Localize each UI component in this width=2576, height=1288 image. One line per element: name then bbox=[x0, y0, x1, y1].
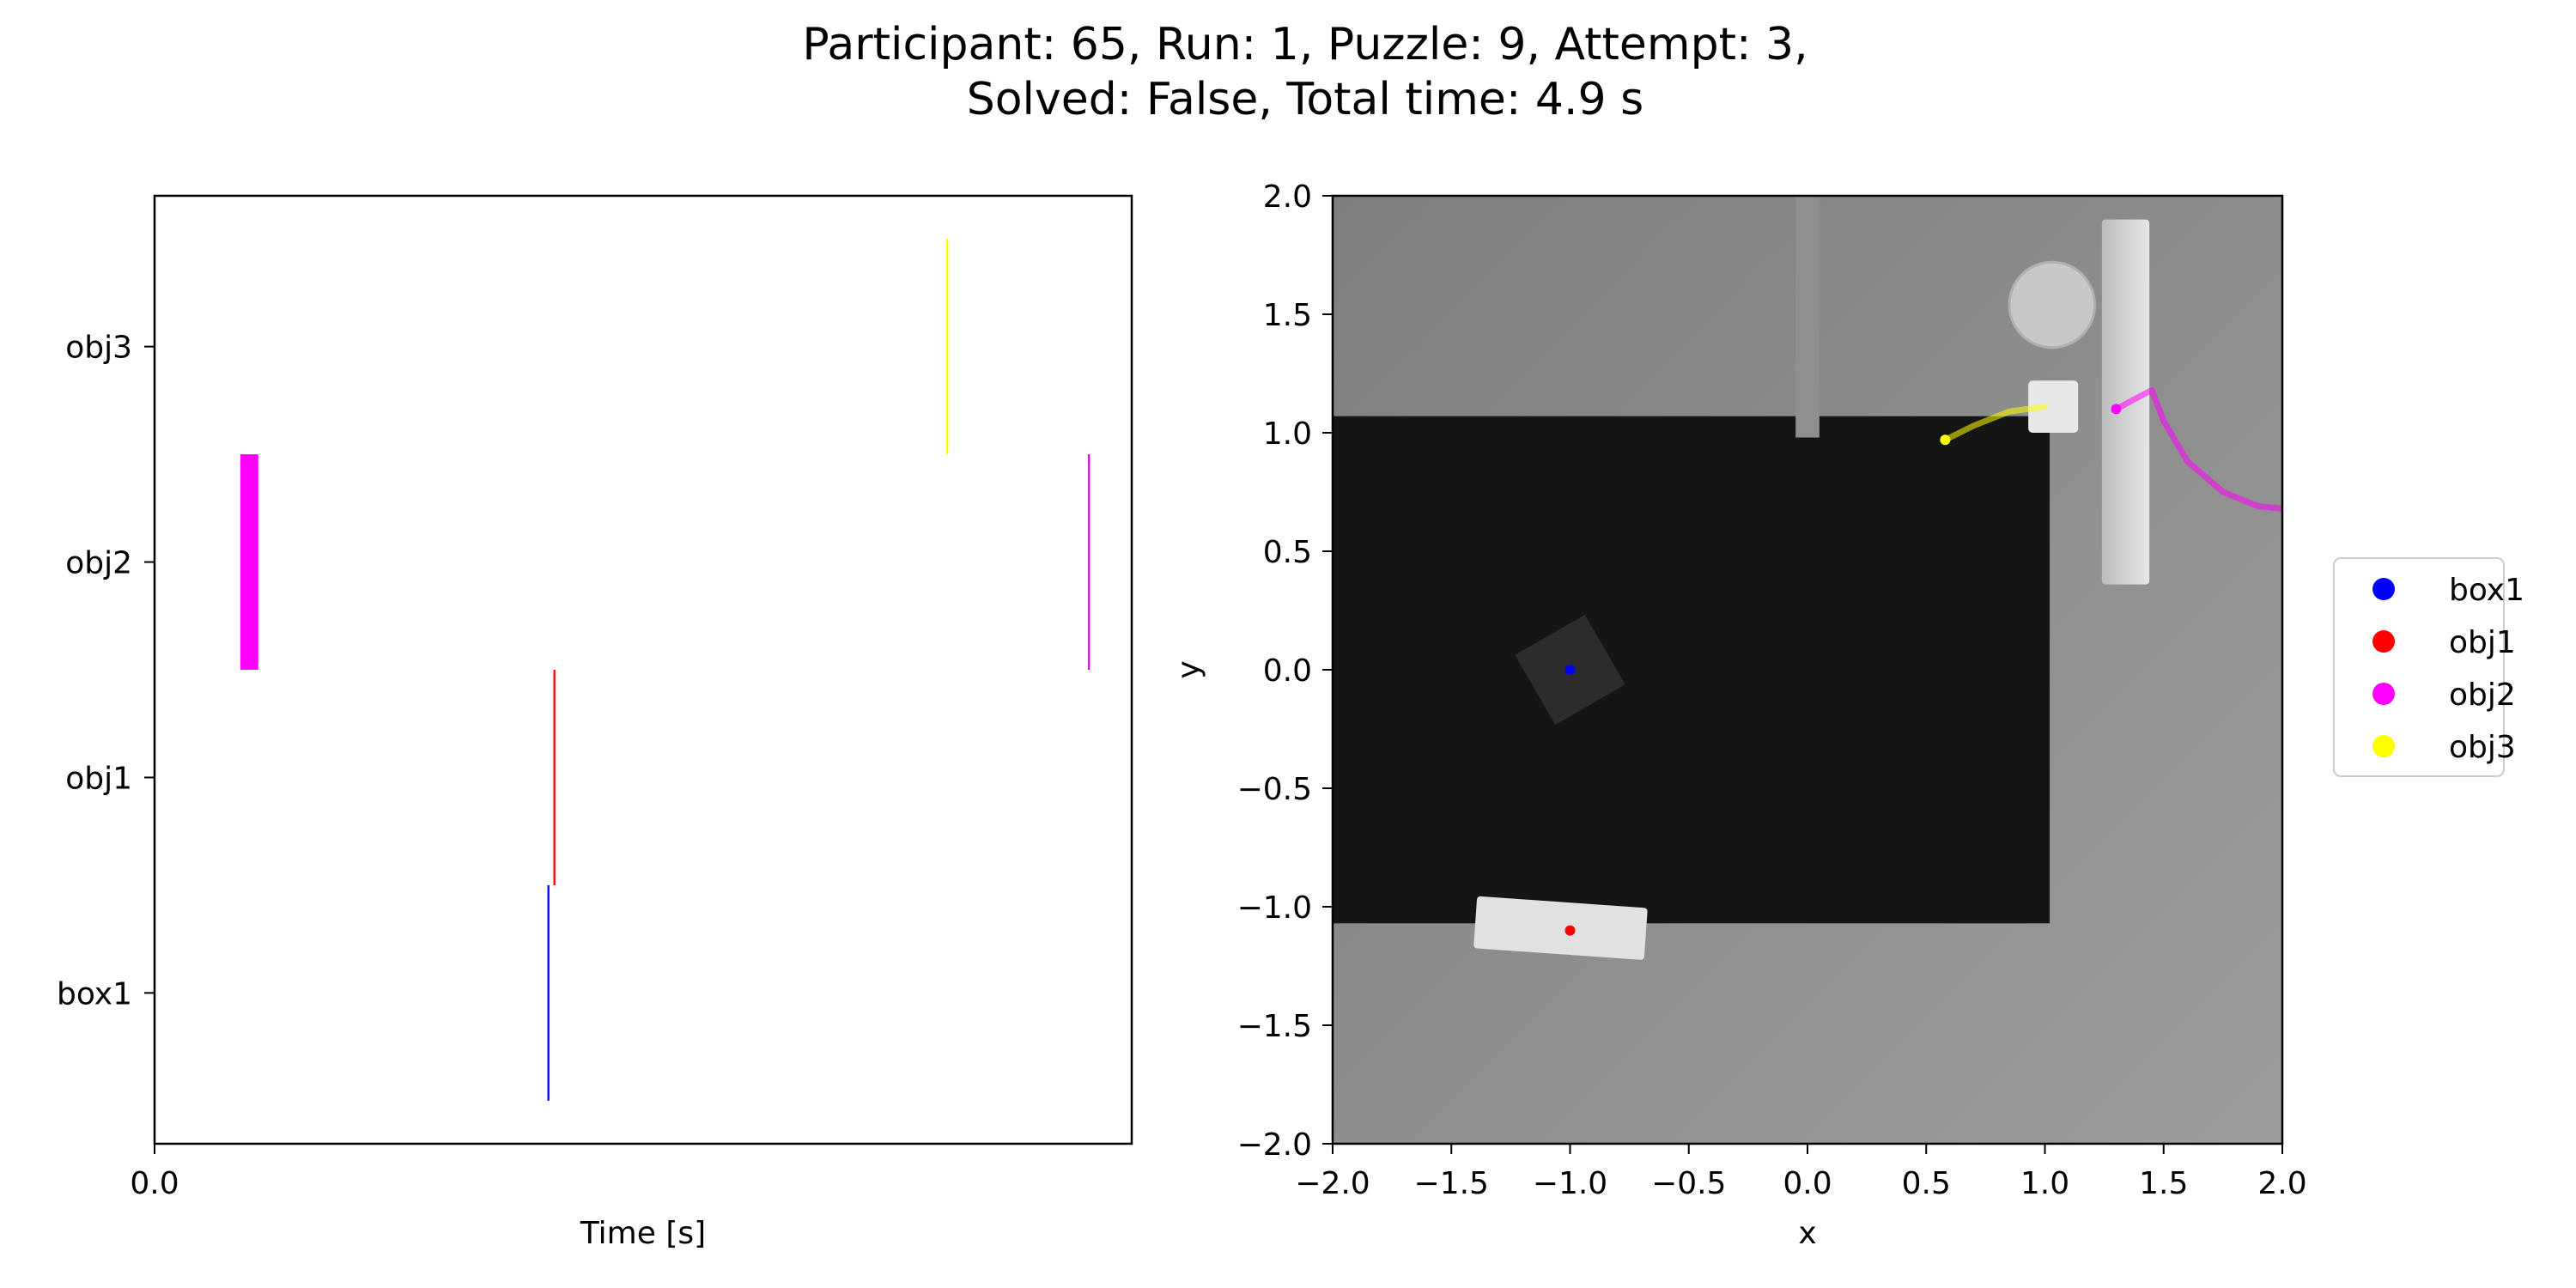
box1-point bbox=[1564, 665, 1576, 675]
scene-ytick-label: 0.5 bbox=[1263, 535, 1312, 570]
scene-xtick-label: −1.5 bbox=[1414, 1166, 1489, 1201]
top-rail bbox=[1795, 196, 1820, 438]
scene-ytick-label: −0.5 bbox=[1237, 772, 1312, 807]
scene-ytick-label: 1.5 bbox=[1263, 298, 1312, 333]
scene-xtick-label: 0.5 bbox=[1902, 1166, 1951, 1201]
obj1-point bbox=[1564, 925, 1576, 936]
title-line-2: Solved: False, Total time: 4.9 s bbox=[966, 74, 1644, 125]
legend: box1 obj1 obj2 obj3 bbox=[2333, 557, 2524, 777]
obj3-cube bbox=[2028, 380, 2079, 433]
timeline-xlabel: Time [s] bbox=[580, 1216, 706, 1251]
obj2-point bbox=[2111, 404, 2122, 415]
timeline-frame bbox=[153, 194, 1133, 1145]
legend-marker bbox=[2372, 683, 2395, 705]
timeline-ytick-label: obj2 bbox=[65, 546, 132, 581]
obj3-point bbox=[1940, 434, 1951, 446]
table-surface bbox=[1333, 416, 2050, 924]
scene-xtick-label: 2.0 bbox=[2257, 1166, 2306, 1201]
scene-ytick-label: −1.0 bbox=[1237, 890, 1312, 926]
scene-ytick-label: 0.0 bbox=[1263, 653, 1312, 689]
timeline-ytick-label: obj3 bbox=[65, 331, 132, 366]
legend-label: box1 bbox=[2449, 573, 2524, 608]
scene-ylabel: y bbox=[1171, 660, 1206, 678]
scene-ytick-label: 2.0 bbox=[1263, 179, 1312, 215]
scene-xtick-label: −2.0 bbox=[1295, 1166, 1370, 1201]
timeline-ytick-label: obj1 bbox=[65, 761, 132, 796]
scene-ytick-label: 1.0 bbox=[1263, 416, 1312, 452]
legend-label: obj1 bbox=[2449, 625, 2516, 660]
scene-xtick-label: 0.0 bbox=[1783, 1166, 1832, 1201]
figure-title: Participant: 65, Run: 1, Puzzle: 9, Atte… bbox=[0, 17, 2576, 127]
scene-xtick-label: 1.0 bbox=[2020, 1166, 2069, 1201]
obj2-trajectory bbox=[2112, 386, 2282, 512]
timeline-ytick-label: box1 bbox=[57, 976, 132, 1012]
obj1-block bbox=[1473, 896, 1648, 960]
legend-marker bbox=[2372, 578, 2395, 600]
scene-xtick-label: 1.5 bbox=[2139, 1166, 2188, 1201]
scene-xtick-label: −0.5 bbox=[1651, 1166, 1726, 1201]
timeline-event-bar bbox=[547, 884, 550, 1101]
legend-marker bbox=[2372, 630, 2395, 653]
scene-ytick-label: −2.0 bbox=[1237, 1127, 1312, 1163]
timeline-panel: box1 obj1 obj2 obj3 0.0 Time [s] bbox=[57, 194, 1133, 1251]
timeline-xtick-label: 0.0 bbox=[130, 1166, 179, 1201]
timeline-event-bar bbox=[1087, 454, 1091, 670]
timeline-event-bar bbox=[553, 670, 556, 885]
scene-panel: −2.0 −1.5 −1.0 −0.5 0.0 0.5 1.0 1.5 2.0 −2.0 −1.5 −… bbox=[1171, 179, 2524, 1251]
scene-background bbox=[1333, 196, 2282, 1144]
scene-ytick-label: −1.5 bbox=[1237, 1009, 1312, 1044]
legend-label: obj2 bbox=[2449, 677, 2516, 713]
timeline-plot-area bbox=[155, 196, 1132, 1144]
disc-object bbox=[2008, 260, 2097, 349]
obj3-trajectory bbox=[1941, 404, 2048, 443]
legend-frame bbox=[2333, 557, 2505, 777]
scene-xtick-label: −1.0 bbox=[1533, 1166, 1607, 1201]
timeline-event-bar bbox=[240, 454, 258, 670]
timeline-event-bar bbox=[946, 239, 949, 455]
scene-xlabel: x bbox=[1798, 1216, 1816, 1251]
title-line-1: Participant: 65, Run: 1, Puzzle: 9, Atte… bbox=[802, 19, 1808, 70]
legend-marker bbox=[2372, 735, 2395, 757]
legend-label: obj3 bbox=[2449, 730, 2516, 765]
